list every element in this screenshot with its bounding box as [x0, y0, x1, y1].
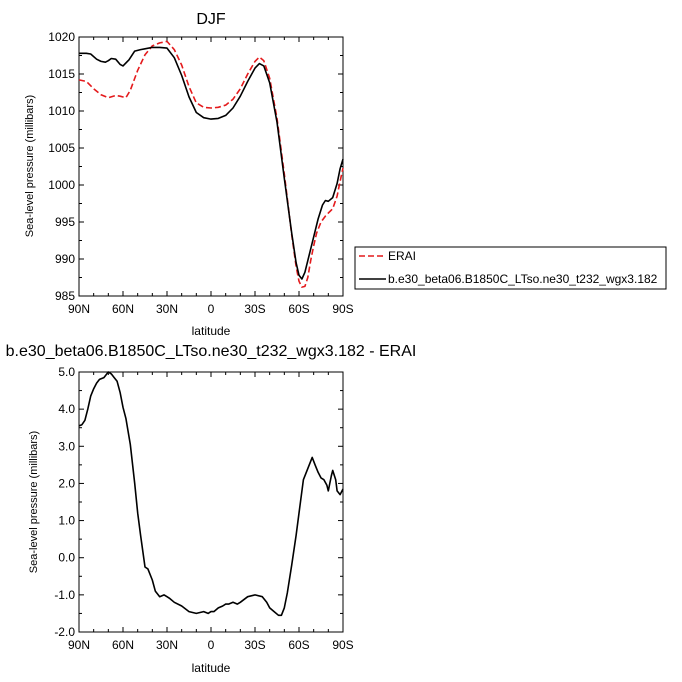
legend-label-erai: ERAI — [388, 249, 416, 263]
x-tick-label: 90N — [68, 302, 90, 316]
x-tick-label: 30N — [156, 638, 178, 652]
x-tick-label: 90S — [332, 302, 353, 316]
x-tick-label: 0 — [208, 638, 215, 652]
y-tick-label: 1000 — [48, 178, 75, 192]
chart-panel-difference: b.e30_beta06.B1850C_LTso.ne30_t232_wgx3.… — [6, 343, 417, 675]
y-axis-label: Sea-level pressure (millibars) — [28, 431, 40, 573]
y-tick-label: 4.0 — [58, 402, 75, 416]
y-tick-label: 1015 — [48, 67, 75, 81]
y-tick-label: 995 — [55, 215, 75, 229]
y-tick-label: 2.0 — [58, 476, 75, 490]
plot-frame — [78, 371, 344, 633]
series-line-erai — [78, 40, 344, 288]
y-tick-label: 5.0 — [58, 365, 75, 379]
x-tick-label: 60N — [112, 638, 134, 652]
y-tick-label: -1.0 — [54, 588, 75, 602]
x-tick-label: 90S — [332, 638, 353, 652]
axis-ticks: 90N 60N 30N 0 30S 60S 90S 985 990 995 1000 1005 1010… — [48, 30, 353, 316]
x-tick-label: 30S — [244, 302, 265, 316]
y-tick-label: 1010 — [48, 104, 75, 118]
chart-title: DJF — [196, 11, 226, 28]
x-tick-label: 60N — [112, 302, 134, 316]
x-axis-label: latitude — [192, 661, 231, 675]
x-tick-label: 30S — [244, 638, 265, 652]
y-tick-label: 1005 — [48, 141, 75, 155]
axis-ticks: 90N 60N 30N 0 30S 60S 90S -2.0 -1.0 0.0 1.0 2.0 3.0 4… — [54, 365, 353, 652]
x-axis-label: latitude — [192, 324, 231, 338]
series-line-difference — [78, 371, 344, 617]
x-tick-label: 60S — [288, 638, 309, 652]
x-tick-label: 60S — [288, 302, 309, 316]
legend-label-model: b.e30_beta06.B1850C_LTso.ne30_t232_wgx3.… — [388, 272, 658, 286]
y-tick-label: 3.0 — [58, 439, 75, 453]
y-tick-label: 1.0 — [58, 514, 75, 528]
x-tick-label: 90N — [68, 638, 90, 652]
chart-panel-djf: DJF 90N 60N 30N 0 30S 60S 90S 985 990 995 1000 1005… — [24, 11, 667, 338]
series-line-model — [79, 46, 344, 280]
y-tick-label: 1020 — [48, 30, 75, 44]
series-group — [78, 371, 344, 617]
y-tick-label: 0.0 — [58, 551, 75, 565]
plot-frame — [78, 36, 344, 297]
x-tick-label: 30N — [156, 302, 178, 316]
y-tick-label: 985 — [55, 289, 75, 303]
chart-title: b.e30_beta06.B1850C_LTso.ne30_t232_wgx3.… — [6, 343, 417, 360]
y-tick-label: -2.0 — [54, 625, 75, 639]
chart-legend: ERAI b.e30_beta06.B1850C_LTso.ne30_t232_… — [354, 246, 667, 290]
legend-box — [354, 246, 667, 290]
x-tick-label: 0 — [208, 302, 215, 316]
y-axis-label: Sea-level pressure (millibars) — [24, 95, 36, 237]
y-tick-label: 990 — [55, 252, 75, 266]
series-group — [78, 40, 344, 288]
